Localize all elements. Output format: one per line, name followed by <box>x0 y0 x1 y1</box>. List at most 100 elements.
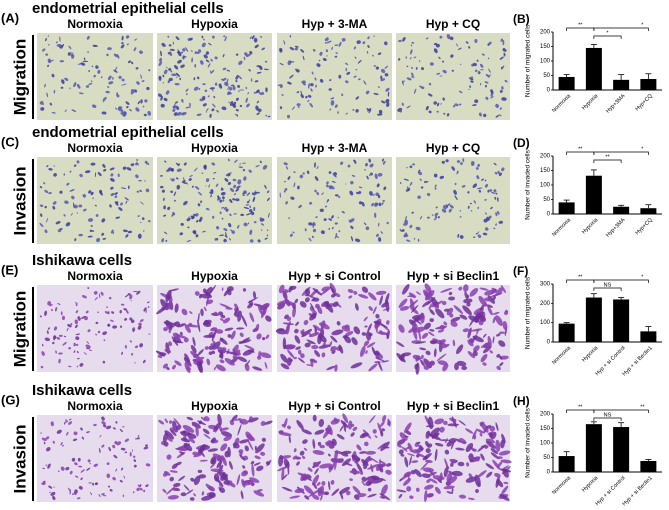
cell <box>473 311 484 321</box>
cell <box>345 183 347 185</box>
cell <box>226 69 231 72</box>
cell <box>243 222 248 227</box>
cell <box>287 349 295 359</box>
cell <box>235 79 238 83</box>
y-tick-label: 50 <box>543 73 550 79</box>
cell <box>262 337 266 341</box>
cell <box>373 320 382 325</box>
cell <box>420 312 425 324</box>
cell <box>95 214 99 217</box>
cell <box>201 172 204 174</box>
cell <box>492 336 495 344</box>
cell <box>219 303 231 309</box>
cell <box>88 70 90 72</box>
cell <box>358 293 369 299</box>
cells <box>39 159 151 243</box>
cell <box>210 87 214 92</box>
cell <box>405 56 407 59</box>
cell <box>294 298 299 304</box>
cell <box>350 432 355 437</box>
bar <box>640 78 657 90</box>
cell <box>256 100 260 104</box>
significance-bracket <box>593 279 649 283</box>
cell <box>342 413 349 423</box>
cell <box>342 335 348 339</box>
cell <box>110 229 114 234</box>
cell <box>186 182 188 185</box>
cell <box>74 462 78 466</box>
cell <box>469 85 472 88</box>
cell <box>186 416 194 421</box>
cell <box>303 447 308 451</box>
cell <box>433 48 438 54</box>
cell <box>239 418 249 425</box>
cell <box>314 349 321 358</box>
cell <box>497 170 500 174</box>
cell <box>102 360 106 364</box>
cell <box>126 43 129 46</box>
cell <box>458 90 463 94</box>
cell <box>78 204 83 208</box>
cell <box>253 462 261 466</box>
cell <box>355 493 367 498</box>
cell <box>446 33 451 40</box>
cell <box>470 80 474 83</box>
cell <box>101 218 106 223</box>
cell <box>232 103 237 108</box>
cell <box>355 68 358 71</box>
cell <box>426 493 434 498</box>
cell <box>76 343 79 347</box>
cell <box>224 327 234 331</box>
cell <box>379 421 385 427</box>
cell <box>176 168 182 172</box>
y-tick-label: 200 <box>540 154 551 160</box>
cell <box>484 198 487 201</box>
cell <box>334 449 339 461</box>
cell <box>419 60 421 62</box>
cell <box>368 306 373 311</box>
cell <box>249 229 253 235</box>
cell <box>86 431 90 434</box>
cell <box>101 444 105 448</box>
cell <box>315 84 317 88</box>
cell <box>98 448 101 454</box>
bar <box>558 323 575 342</box>
cell <box>51 73 55 78</box>
cell <box>181 98 184 103</box>
cell <box>84 170 91 174</box>
cell <box>100 291 104 296</box>
cell <box>328 480 331 491</box>
cell <box>322 427 331 439</box>
cell <box>257 355 262 360</box>
cell <box>69 87 71 90</box>
cell <box>180 438 191 443</box>
cell <box>131 449 133 452</box>
cell <box>248 416 254 423</box>
cell <box>209 284 217 295</box>
cell <box>129 109 132 112</box>
cell <box>377 113 383 116</box>
cell <box>464 291 469 300</box>
cell <box>404 456 409 468</box>
cell <box>352 485 361 495</box>
cell <box>170 48 175 51</box>
cell <box>477 444 487 452</box>
cell <box>241 315 248 327</box>
cell <box>439 324 446 330</box>
cell <box>293 171 296 173</box>
cell <box>341 93 344 97</box>
cell <box>285 201 288 205</box>
cell <box>97 172 102 177</box>
cell <box>330 100 335 106</box>
cell <box>120 44 125 49</box>
cell <box>307 467 313 472</box>
x-tick-label: Hyp+3MA <box>605 93 627 115</box>
cell <box>375 357 385 362</box>
cell <box>346 71 351 75</box>
significance-label: ** <box>578 146 583 152</box>
cell <box>158 61 162 67</box>
cell <box>162 363 169 369</box>
cell <box>350 362 363 369</box>
cell <box>231 414 238 422</box>
cell <box>212 341 221 350</box>
